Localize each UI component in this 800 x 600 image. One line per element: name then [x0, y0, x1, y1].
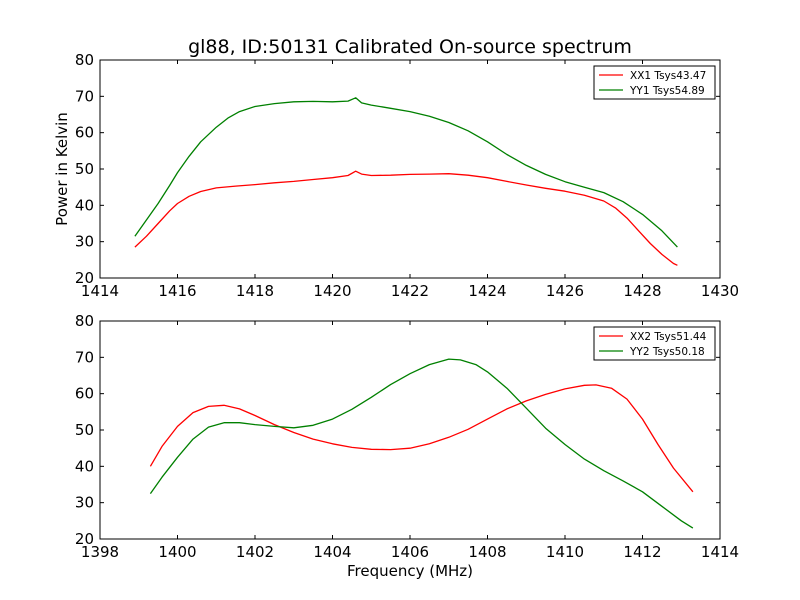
top-x-tick-label: 1414	[81, 282, 119, 300]
bottom-legend-box	[593, 326, 716, 361]
bottom-panel: 1398 1400 1402 1404 1406 1408 1410 1412 1414 20 30…	[75, 312, 739, 580]
bottom-y-tick-label: 30	[75, 494, 94, 512]
bottom-x-tick-label: 1412	[623, 543, 661, 561]
bottom-y-tick-label: 50	[75, 421, 94, 439]
bottom-series-line-1	[149, 384, 694, 493]
top-x-tick-label: 1426	[546, 282, 584, 300]
top-legend-label-2: YY1 Tsys54.89	[629, 85, 705, 97]
top-y-tick-label: 70	[75, 87, 94, 105]
bottom-y-tick-label: 70	[75, 348, 94, 366]
bottom-y-tick-label: 20	[75, 530, 94, 548]
top-x-tick-label: 1418	[236, 282, 274, 300]
top-y-tick-label: 30	[75, 233, 94, 251]
top-y-tick-label: 80	[75, 51, 94, 69]
bottom-x-tick-label: 1408	[468, 543, 506, 561]
top-y-tick-label: 50	[75, 160, 94, 178]
bottom-x-tick-label: 1414	[701, 543, 739, 561]
top-y-tick-label: 60	[75, 124, 94, 142]
bottom-legend-label-1: XX2 Tsys51.44	[630, 331, 707, 343]
bottom-x-tick-label: 1400	[158, 543, 196, 561]
top-legend-label-1: XX1 Tsys43.47	[630, 70, 706, 82]
top-x-tick-label: 1430	[701, 282, 739, 300]
top-x-tick-label: 1424	[468, 282, 506, 300]
top-y-axis-label: Power in Kelvin	[53, 112, 71, 226]
top-x-tick-label: 1420	[313, 282, 351, 300]
chart-title: gl88, ID:50131 Calibrated On-source spec…	[188, 36, 632, 58]
bottom-y-tick-label: 80	[75, 312, 94, 330]
bottom-y-tick-label: 40	[75, 457, 94, 475]
bottom-y-tick-label: 60	[75, 385, 94, 403]
top-series-line-1	[134, 170, 678, 266]
bottom-legend-label-2: YY2 Tsys50.18	[629, 346, 705, 358]
bottom-x-tick-label: 1406	[391, 543, 429, 561]
panels: 1414 1416 1418 1420 1422 1424 1426 1428 1430 20 30…	[53, 51, 739, 580]
bottom-series-line-2	[149, 358, 694, 529]
top-y-tick-label: 40	[75, 196, 94, 214]
top-panel: 1414 1416 1418 1420 1422 1424 1426 1428 1430 20 30…	[53, 51, 739, 300]
bottom-x-tick-label: 1410	[546, 543, 584, 561]
bottom-x-tick-label: 1402	[236, 543, 274, 561]
top-legend: XX1 Tsys43.47 YY1 Tsys54.89	[593, 65, 716, 100]
top-series-line-2	[134, 97, 678, 248]
top-x-tick-label: 1416	[158, 282, 196, 300]
top-x-tick-label: 1422	[391, 282, 429, 300]
top-y-tick-label: 20	[75, 269, 94, 287]
bottom-x-axis-label: Frequency (MHz)	[347, 562, 473, 580]
bottom-x-tick-label: 1404	[313, 543, 351, 561]
bottom-x-tick-label: 1398	[81, 543, 119, 561]
bottom-legend: XX2 Tsys51.44 YY2 Tsys50.18	[593, 326, 716, 361]
top-x-tick-label: 1428	[623, 282, 661, 300]
top-legend-box	[593, 65, 716, 100]
